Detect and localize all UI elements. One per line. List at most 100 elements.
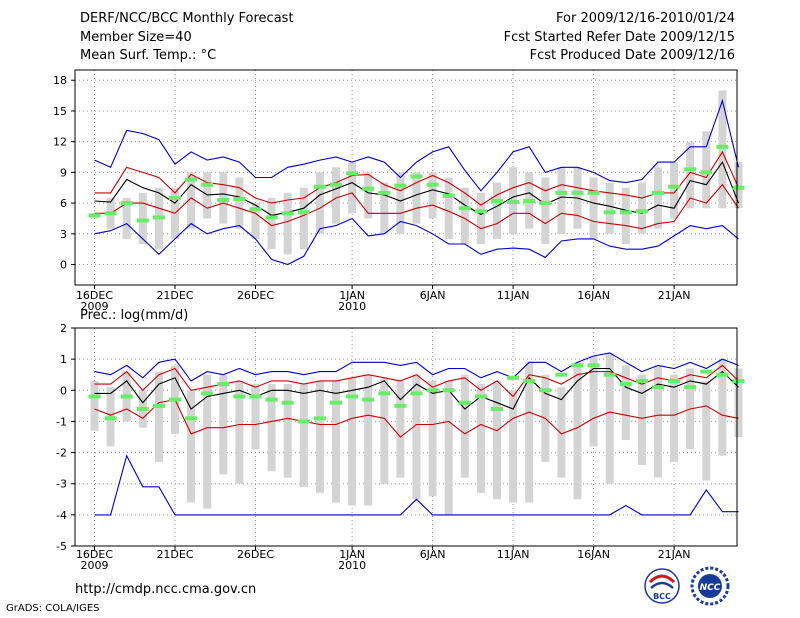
range-bar: [460, 187, 469, 245]
bcc-logo: BCC: [644, 568, 680, 604]
chart-title: DERF/NCC/BCC Monthly Forecast: [80, 11, 294, 26]
marker: [539, 388, 552, 393]
range-bar: [654, 167, 662, 229]
marker: [555, 372, 568, 377]
range-bar: [670, 162, 679, 219]
x-tick-label: 26DEC: [237, 548, 274, 561]
marker: [426, 388, 439, 393]
x-tick-label: 21DEC: [156, 289, 193, 302]
range-bar: [444, 177, 453, 239]
marker: [732, 185, 745, 190]
range-bar: [283, 192, 292, 255]
range-bar: [348, 162, 357, 214]
marker: [684, 167, 697, 172]
range-bar: [332, 380, 340, 503]
range-bar: [380, 182, 389, 234]
precip-panel-title: Prec.: log(mm/d): [80, 308, 189, 323]
marker: [201, 182, 214, 187]
x-tick-sublabel: 2010: [338, 300, 366, 313]
marker: [458, 400, 471, 405]
y-tick-label: -3: [56, 478, 67, 491]
marker: [491, 406, 503, 411]
range-bar: [219, 374, 228, 475]
y-tick-label: -4: [56, 509, 67, 522]
range-bar: [428, 172, 437, 219]
range-bar: [557, 167, 566, 234]
marker: [668, 184, 681, 189]
range-bar: [219, 172, 228, 224]
marker: [88, 394, 101, 399]
y-tick-label: 15: [53, 105, 67, 118]
x-tick-label: 1JAN: [339, 548, 365, 561]
marker: [571, 190, 584, 195]
marker: [539, 201, 552, 206]
x-tick-label: 11JAN: [497, 289, 530, 302]
x-tick-sublabel: 2009: [81, 559, 109, 572]
range-bar: [702, 380, 711, 481]
marker: [185, 416, 198, 421]
range-bar: [154, 371, 163, 462]
range-bar: [412, 374, 421, 500]
marker: [571, 363, 584, 368]
marker: [619, 382, 632, 387]
marker: [201, 391, 214, 396]
marker: [185, 177, 198, 182]
marker: [491, 199, 503, 204]
marker: [458, 206, 471, 211]
y-tick-label: 9: [60, 166, 67, 179]
range-bar: [283, 384, 292, 478]
marker: [346, 394, 359, 399]
marker: [233, 394, 246, 399]
x-tick-label: 21JAN: [658, 548, 691, 561]
x-tick-label: 1JAN: [339, 289, 365, 302]
marker: [523, 378, 536, 383]
source-url[interactable]: http://cmdp.ncc.cma.gov.cn: [75, 582, 257, 597]
variable-label: Mean Surf. Temp.: °C: [80, 48, 217, 63]
marker: [281, 400, 294, 405]
range-bar: [476, 384, 485, 494]
marker: [442, 193, 455, 198]
range-bar: [702, 131, 711, 209]
range-bar: [476, 192, 485, 245]
marker: [587, 190, 600, 195]
marker: [507, 200, 520, 205]
marker: [104, 416, 117, 421]
range-bar: [573, 362, 582, 500]
range-bar: [203, 374, 212, 509]
forecast-started-label: Fcst Started Refer Date 2009/12/15: [503, 30, 735, 45]
range-bar: [493, 380, 501, 500]
marker: [362, 397, 375, 402]
x-tick-label: 21DEC: [156, 548, 193, 561]
marker: [281, 211, 294, 216]
mean-line: [94, 367, 739, 410]
upper-line: [94, 364, 739, 398]
marker: [104, 211, 117, 216]
min-line: [94, 217, 739, 266]
marker: [394, 403, 407, 408]
range-bar: [267, 197, 276, 250]
y-tick-label: 18: [53, 74, 67, 87]
marker: [265, 397, 278, 402]
lower-line: [94, 398, 739, 438]
range-bar: [299, 384, 308, 487]
lower-line: [94, 183, 739, 230]
marker: [297, 210, 310, 215]
marker: [700, 170, 713, 175]
x-tick-sublabel: 2009: [81, 300, 109, 313]
range-bar: [718, 359, 727, 456]
marker: [619, 210, 632, 215]
x-tick-label: 21JAN: [658, 289, 691, 302]
range-bar: [138, 192, 147, 245]
range-bar: [332, 167, 340, 224]
marker: [635, 209, 648, 214]
x-tick-label: 26DEC: [237, 289, 274, 302]
marker: [410, 174, 423, 179]
range-bar: [396, 172, 405, 234]
y-tick-label: 12: [53, 136, 67, 149]
min-line: [94, 454, 739, 516]
x-tick-label: 16DEC: [76, 289, 113, 302]
marker: [217, 382, 230, 387]
marker: [652, 190, 664, 195]
marker: [297, 419, 310, 424]
marker: [313, 184, 326, 189]
